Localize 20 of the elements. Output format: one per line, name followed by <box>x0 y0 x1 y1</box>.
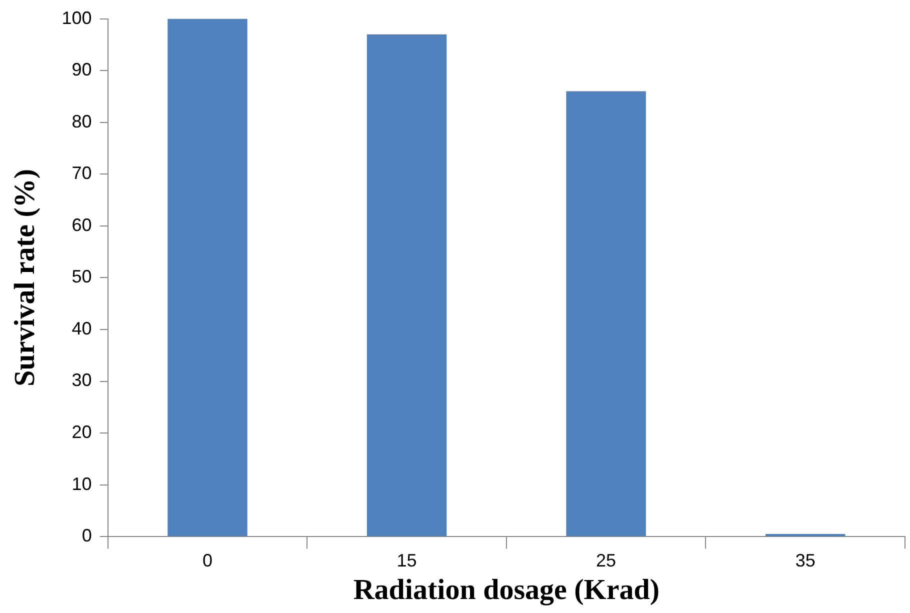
y-tick-label: 100 <box>62 8 92 28</box>
bar <box>566 91 646 536</box>
x-tick-label: 15 <box>396 550 417 570</box>
bar <box>366 34 447 536</box>
y-axis-title: Survival rate (%) <box>8 168 41 386</box>
y-tick-label: 20 <box>72 422 92 442</box>
y-tick-label: 0 <box>82 526 92 546</box>
y-tick-label: 80 <box>72 111 92 132</box>
y-tick-label: 40 <box>72 318 92 338</box>
y-tick-label: 70 <box>72 163 92 184</box>
y-tick-label: 30 <box>72 370 92 390</box>
y-tick-label: 90 <box>72 60 92 80</box>
y-tick-label: 50 <box>72 266 92 287</box>
x-tick-label: 25 <box>596 550 616 570</box>
bar <box>168 18 248 536</box>
y-tick-label: 60 <box>72 214 92 235</box>
x-tick-label: 35 <box>795 550 816 570</box>
x-axis-title: Radiation dosage (Krad) <box>353 574 660 606</box>
y-tick-label: 10 <box>72 474 92 494</box>
x-tick-label: 0 <box>202 550 212 570</box>
